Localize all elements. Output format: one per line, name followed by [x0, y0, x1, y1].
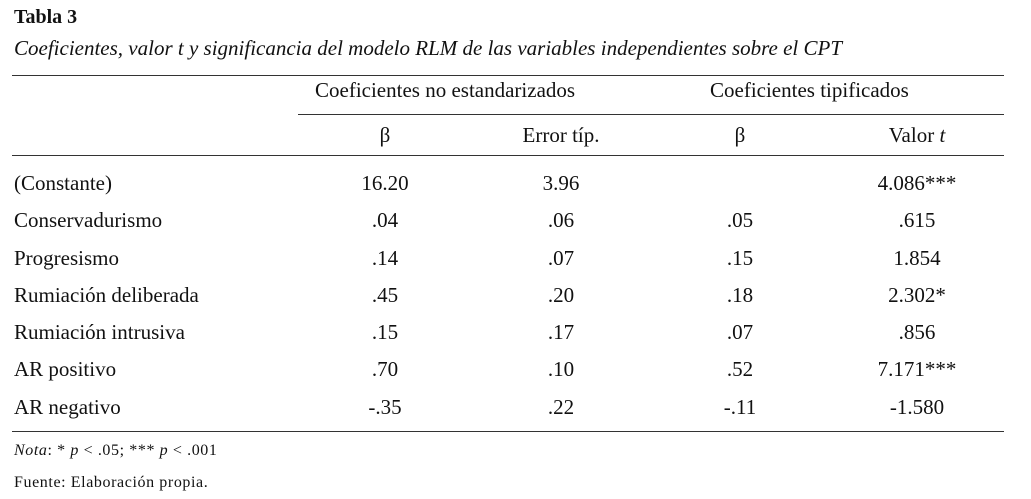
table-cell: .18 [726, 283, 754, 307]
table-cell: .22 [547, 395, 575, 419]
table-cell: .52 [726, 357, 754, 381]
col-header-valor-t: Valor t [889, 125, 946, 146]
row-label: Progresismo [14, 246, 119, 270]
group-underline [298, 114, 1004, 115]
header-rule [12, 155, 1004, 156]
note-p-1: p [70, 442, 79, 459]
table-cell: -.11 [723, 395, 757, 419]
table-cell: .05 [726, 208, 754, 232]
note-text-1: : * [47, 442, 71, 459]
col-header-error: Error típ. [522, 123, 600, 147]
bottom-rule [12, 431, 1004, 432]
col-header-valor-t-italic: t [939, 123, 946, 147]
table-cell: .20 [547, 283, 575, 307]
table-cell: .14 [371, 246, 399, 270]
row-label: Rumiación intrusiva [14, 320, 185, 344]
group-header-standardized: Coeficientes tipificados [710, 78, 909, 102]
note-text-3: < .001 [168, 442, 218, 459]
row-label: (Constante) [14, 171, 112, 195]
table-cell: .04 [371, 208, 399, 232]
table-cell: 7.171*** [877, 357, 957, 381]
col-header-beta-1: β [379, 123, 391, 147]
table-title: Tabla 3 [14, 6, 78, 28]
table-note: Nota: * p < .05; *** p < .001 [14, 442, 218, 460]
table-cell: .10 [547, 357, 575, 381]
table-cell: -1.580 [889, 395, 945, 419]
table-source: Fuente: Elaboración propia. [14, 474, 209, 491]
table-cell: .856 [898, 320, 936, 344]
top-rule [12, 75, 1004, 76]
note-text-2: < .05; *** [79, 442, 160, 459]
table-cell: -.35 [368, 395, 402, 419]
table-cell: 1.854 [893, 246, 941, 270]
row-label: Conservadurismo [14, 208, 163, 232]
col-header-beta-2: β [734, 123, 746, 147]
table-cell: 4.086*** [877, 171, 957, 195]
table-cell: .45 [371, 283, 399, 307]
group-header-unstandardized: Coeficientes no estandarizados [315, 78, 576, 102]
table-cell: .07 [547, 246, 575, 270]
table-cell: 2.302* [888, 283, 946, 307]
table-cell: .06 [547, 208, 575, 232]
row-label: Rumiación deliberada [14, 283, 199, 307]
table-cell: .15 [726, 246, 754, 270]
col-header-valor-t-text: Valor t [888, 123, 946, 147]
note-label: Nota [14, 442, 48, 459]
table-cell: .70 [371, 357, 399, 381]
table-cell: 16.20 [361, 171, 409, 195]
table-subtitle: Coeficientes, valor t y significancia de… [14, 36, 842, 60]
table-cell: .17 [547, 320, 575, 344]
row-label: AR negativo [14, 395, 121, 419]
table-cell: .07 [726, 320, 754, 344]
note-p-2: p [159, 442, 169, 459]
table-cell: .615 [898, 208, 936, 232]
row-label: AR positivo [14, 357, 117, 381]
table-cell: 3.96 [542, 171, 580, 195]
table-cell: .15 [371, 320, 399, 344]
